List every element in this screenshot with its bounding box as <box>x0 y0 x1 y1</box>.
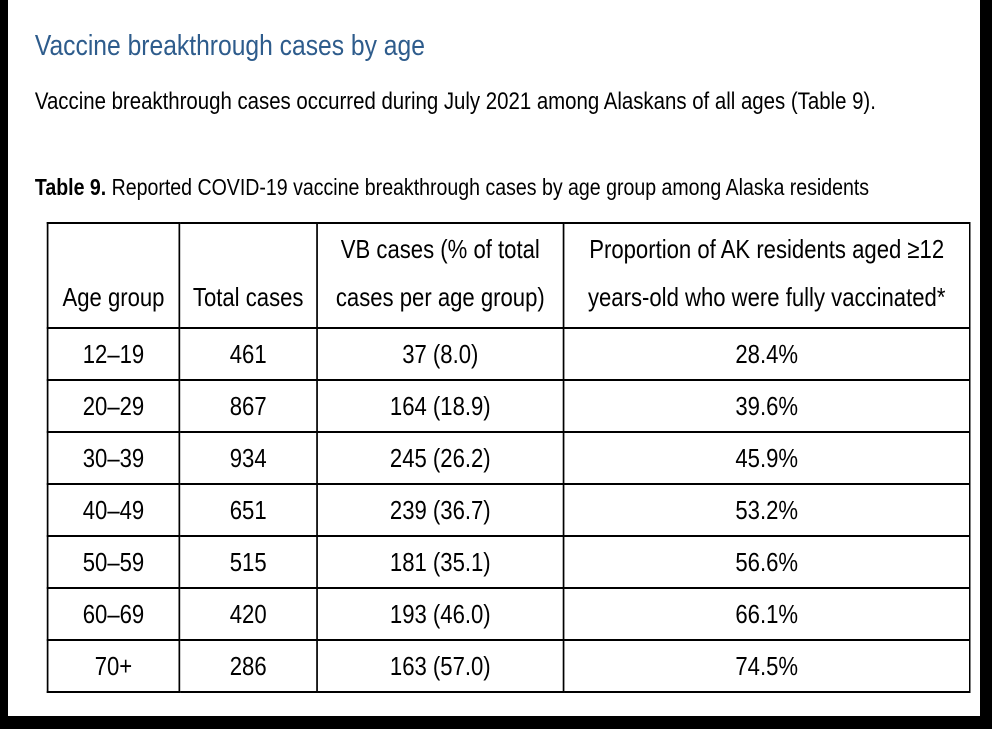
caption-text: Reported COVID-19 vaccine breakthrough c… <box>111 174 870 200</box>
table-cell: 50–59 <box>46 535 181 589</box>
table-cell: 60–69 <box>46 587 181 641</box>
paragraph: Vaccine breakthrough cases occurred duri… <box>34 88 876 115</box>
table-cell: 651 <box>178 483 318 537</box>
table-cell: 867 <box>178 379 318 433</box>
header-row: Age group Total cases VB cases (% of tot… <box>46 222 971 329</box>
table-cell: 66.1% <box>562 587 971 641</box>
table-cell: 245 (26.2) <box>316 431 565 485</box>
table-row: 70+ 286 163 (57.0) 74.5% <box>46 639 971 693</box>
table-row: 50–59 515 181 (35.1) 56.6% <box>46 535 971 589</box>
column-header: Proportion of AK residents aged ≥12 year… <box>562 222 971 329</box>
table-cell: 20–29 <box>46 379 181 433</box>
table-cell: 56.6% <box>562 535 971 589</box>
table-cell: 30–39 <box>46 431 181 485</box>
table-body: 12–19 461 37 (8.0) 28.4% 20–29 867 164 (18.9) 3… <box>46 327 971 693</box>
table-cell: 70+ <box>46 639 181 693</box>
table-cell: 40–49 <box>46 483 181 537</box>
table-cell: 193 (46.0) <box>316 587 565 641</box>
section-title: Vaccine breakthrough cases by age <box>34 30 425 62</box>
table-cell: 515 <box>178 535 318 589</box>
table-cell: 239 (36.7) <box>316 483 565 537</box>
table-caption: Table 9. Reported COVID-19 vaccine break… <box>35 174 869 201</box>
table-row: 12–19 461 37 (8.0) 28.4% <box>46 327 971 381</box>
table-cell: 37 (8.0) <box>316 327 565 381</box>
data-table: Age group Total cases VB cases (% of tot… <box>46 222 971 693</box>
table-cell: 53.2% <box>562 483 971 537</box>
column-header: VB cases (% of total cases per age group… <box>316 222 565 329</box>
table-row: 20–29 867 164 (18.9) 39.6% <box>46 379 971 433</box>
table-row: 40–49 651 239 (36.7) 53.2% <box>46 483 971 537</box>
column-header: Total cases <box>178 222 318 329</box>
table-cell: 420 <box>178 587 318 641</box>
document: Vaccine breakthrough cases by age Vaccin… <box>8 0 980 716</box>
table-cell: 163 (57.0) <box>316 639 565 693</box>
caption-label: Table 9. <box>34 174 107 200</box>
table-cell: 164 (18.9) <box>316 379 565 433</box>
table-row: 60–69 420 193 (46.0) 66.1% <box>46 587 971 641</box>
table-cell: 286 <box>178 639 318 693</box>
table-cell: 74.5% <box>562 639 971 693</box>
table-cell: 934 <box>178 431 318 485</box>
table-cell: 12–19 <box>46 327 181 381</box>
table-row: 30–39 934 245 (26.2) 45.9% <box>46 431 971 485</box>
table-cell: 45.9% <box>562 431 971 485</box>
column-header: Age group <box>46 222 181 329</box>
table-cell: 461 <box>178 327 318 381</box>
table-cell: 28.4% <box>562 327 971 381</box>
table-cell: 39.6% <box>562 379 971 433</box>
table-cell: 181 (35.1) <box>316 535 565 589</box>
